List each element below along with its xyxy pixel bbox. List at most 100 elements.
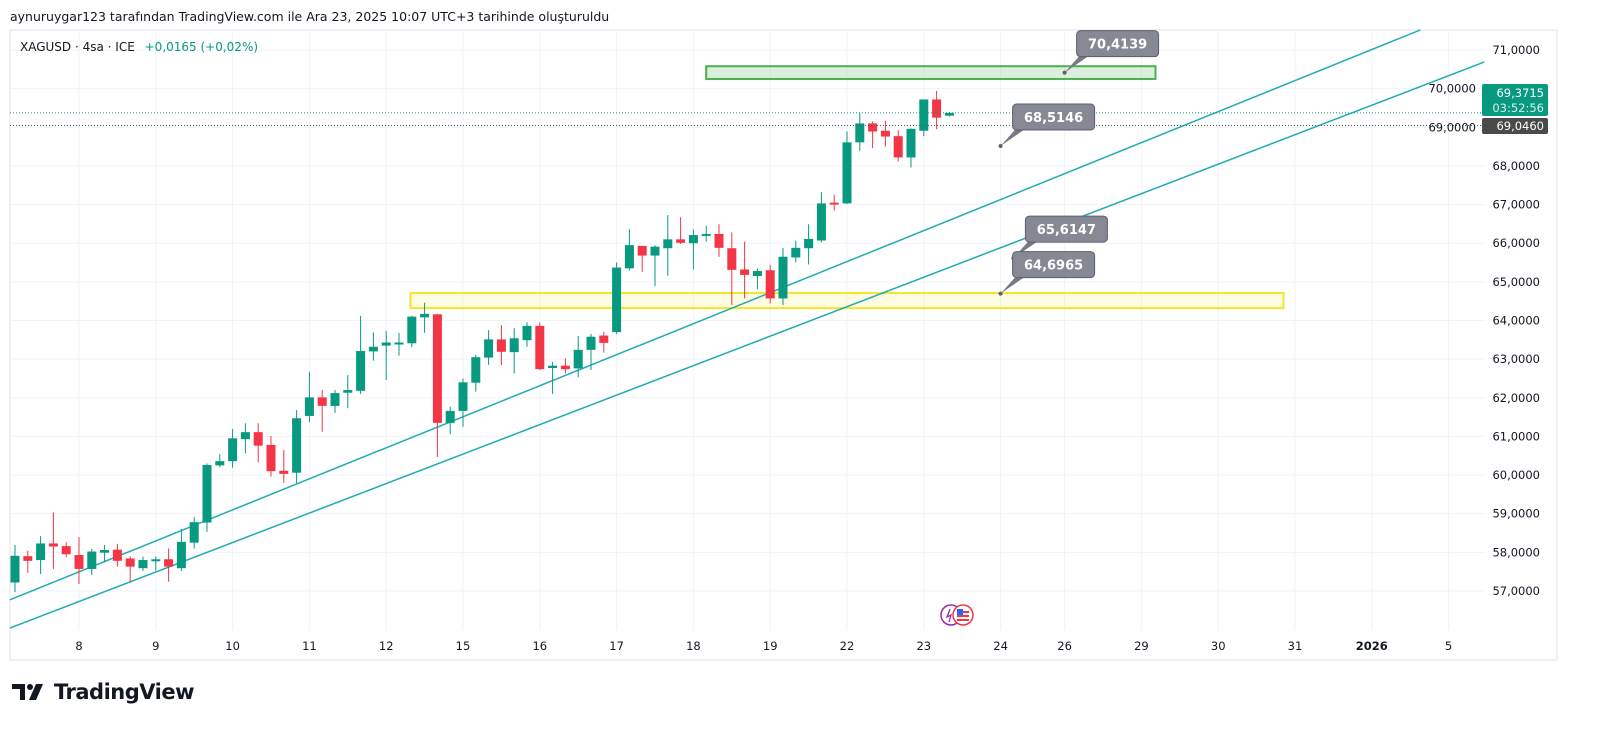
- candle-up: [752, 271, 762, 277]
- candle-up: [701, 233, 711, 236]
- candle-up: [304, 397, 314, 416]
- prev-close-label: 69,0460: [1496, 119, 1544, 133]
- candle-up: [612, 267, 622, 333]
- x-tick-label: 24: [993, 639, 1008, 653]
- x-tick-label: 9: [152, 639, 159, 653]
- candle-down: [253, 432, 263, 446]
- y-tick-label: 59,0000: [1492, 507, 1540, 521]
- chart-frame: [9, 29, 1558, 661]
- candle-up: [944, 112, 954, 116]
- candle-down: [932, 99, 942, 118]
- y-tick-label: 57,0000: [1492, 584, 1540, 598]
- candle-up: [906, 128, 916, 158]
- candle-up: [407, 316, 417, 344]
- symbol-legend[interactable]: XAGUSD · 4sa · ICE +0,0165 (+0,02%): [20, 40, 258, 54]
- symbol-info: XAGUSD · 4sa · ICE: [20, 40, 135, 54]
- tradingview-logo[interactable]: TradingView: [12, 680, 194, 704]
- candle-down: [880, 130, 890, 137]
- candle-up: [420, 313, 430, 318]
- price-lines: [10, 112, 1482, 127]
- y-tick-label: 60,0000: [1492, 468, 1540, 482]
- y-tick-label: 63,0000: [1492, 352, 1540, 366]
- callout-label: 70,4139: [1088, 38, 1147, 53]
- y-tick-label: 69,0000: [1428, 120, 1476, 134]
- candle-up: [381, 342, 391, 346]
- callout-pointer: [1064, 54, 1091, 73]
- candle-down: [637, 245, 647, 256]
- candle-down: [560, 365, 570, 370]
- candle-up: [87, 551, 97, 569]
- candle-up: [688, 235, 698, 244]
- candle-up: [176, 541, 186, 569]
- price-change: +0,0165 (+0,02%): [144, 40, 259, 54]
- candle-down: [61, 546, 71, 555]
- candle-up: [151, 559, 161, 562]
- candle-up: [445, 410, 455, 423]
- candle-up: [855, 123, 865, 143]
- candle-down: [317, 397, 327, 406]
- candle-down: [125, 558, 135, 567]
- x-tick-label: 19: [763, 639, 778, 653]
- candle-up: [650, 246, 660, 256]
- candle-up: [228, 438, 238, 462]
- trendlines: [9, 29, 1485, 629]
- trendline: [9, 29, 1421, 601]
- y-tick-label: 70,0000: [1428, 82, 1476, 96]
- x-tick-label: 23: [916, 639, 931, 653]
- zones: [409, 65, 1285, 310]
- time-axis[interactable]: 8 9 10 11 12 15 16 17 18 19 22 23 24 26 29 30 31 2026 5: [75, 639, 1452, 653]
- candle-up: [343, 390, 353, 393]
- events-icon[interactable]: [940, 604, 974, 626]
- price-axis[interactable]: 71,0000 70,0000 69,0000 68,0000 67,0000 66,00…: [1428, 43, 1548, 598]
- candle-up: [573, 349, 583, 369]
- candle-down: [496, 339, 506, 352]
- x-tick-label: 18: [686, 639, 701, 653]
- callout-anchor: [998, 291, 1003, 296]
- candle-down: [714, 233, 724, 248]
- callout-box: [1024, 215, 1108, 243]
- y-tick-label: 64,0000: [1492, 313, 1540, 327]
- candle-up: [624, 245, 634, 269]
- callout-pointer: [1000, 275, 1027, 294]
- y-tick-label: 61,0000: [1492, 429, 1540, 443]
- callout-pointer: [1000, 128, 1027, 147]
- candle-down: [599, 335, 609, 343]
- candle-up: [919, 99, 929, 131]
- x-tick-label: 26: [1057, 639, 1072, 653]
- candle-up: [804, 238, 814, 249]
- x-tick-label: 8: [75, 639, 82, 653]
- candle-up: [10, 555, 20, 583]
- callout-label: 64,6965: [1024, 259, 1083, 274]
- candles: [10, 90, 954, 593]
- candle-up: [100, 550, 110, 553]
- countdown-label: 03:52:56: [1492, 101, 1544, 115]
- callouts: 70,4139 68,5146 65,6147 64,6965: [998, 30, 1160, 296]
- x-tick-label: 22: [840, 639, 855, 653]
- candle-up: [586, 336, 596, 350]
- candle-down: [164, 559, 174, 567]
- y-tick-label: 68,0000: [1492, 159, 1540, 173]
- y-tick-label: 67,0000: [1492, 198, 1540, 212]
- candle-up: [816, 203, 826, 241]
- candle-up: [842, 142, 852, 204]
- candle-up: [394, 342, 404, 345]
- candle-down: [765, 270, 775, 299]
- candle-up: [522, 325, 532, 341]
- callout-label: 65,6147: [1037, 223, 1096, 238]
- callout-anchor: [1062, 70, 1067, 75]
- candle-down: [829, 202, 839, 205]
- candle-up: [663, 239, 673, 249]
- candle-up: [292, 418, 302, 473]
- y-tick-label: 71,0000: [1492, 43, 1540, 57]
- candle-up: [548, 365, 558, 369]
- x-tick-label: 10: [225, 639, 240, 653]
- callout-box: [1012, 251, 1096, 279]
- trendline: [9, 61, 1485, 629]
- x-tick-label: 29: [1134, 639, 1149, 653]
- y-tick-label: 65,0000: [1492, 275, 1540, 289]
- candle-down: [432, 314, 442, 423]
- resistance-zone: [705, 65, 1157, 80]
- candle-up: [330, 393, 340, 406]
- x-tick-label: 31: [1288, 639, 1303, 653]
